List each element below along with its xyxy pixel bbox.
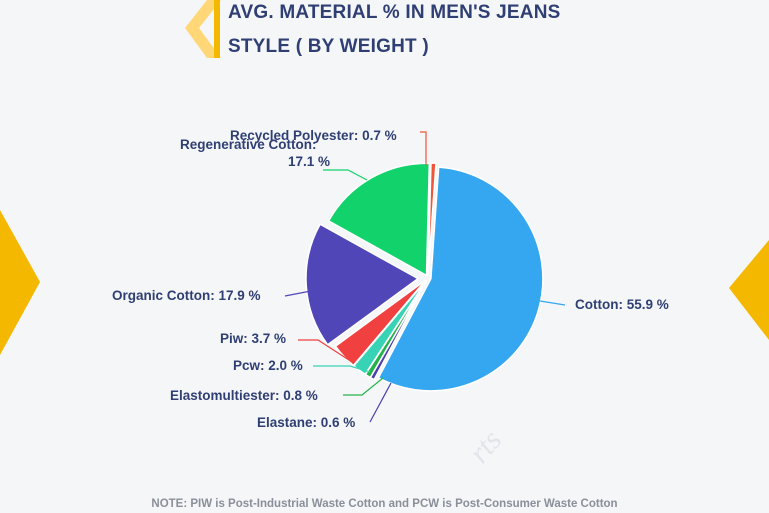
- pie-slice-regenerative-cotton: [327, 162, 431, 277]
- pie-slice-recycled-polyester: [427, 162, 437, 276]
- leader-line-elastomultiester: [343, 377, 384, 396]
- leader-line-pcw: [313, 365, 371, 373]
- leader-line-cotton: [539, 300, 566, 306]
- chart-title-line-2: STYLE ( BY WEIGHT ): [228, 36, 429, 57]
- pie-slice-organic-cotton: [305, 223, 420, 346]
- slice-label-piw: Piw: 3.7 %: [220, 331, 286, 346]
- chart-title-line-1: AVG. MATERIAL % IN MEN'S JEANS: [228, 2, 561, 23]
- slice-label-organic-cotton: Organic Cotton: 17.9 %: [112, 288, 261, 303]
- chart-title: AVG. MATERIAL % IN MEN'S JEANS STYLE ( B…: [228, 0, 648, 64]
- leader-line-regenerative-cotton: [323, 169, 368, 181]
- right-side-decoration: [729, 240, 769, 340]
- slice-label-pcw: Pcw: 2.0 %: [233, 358, 303, 373]
- left-side-decoration: [0, 210, 40, 355]
- chart-note: NOTE: PIW is Post-Industrial Waste Cotto…: [151, 498, 618, 510]
- slice-label-elastane: Elastane: 0.6 %: [257, 415, 355, 430]
- pie-slice-cotton: [377, 166, 544, 392]
- slice-label-recycled-polyester: Recycled Polyester: 0.7 %: [230, 128, 397, 143]
- slice-label-cotton: Cotton: 55.9 %: [575, 297, 669, 312]
- title-accent-icon: [185, 0, 221, 58]
- leader-line-organic-cotton: [284, 289, 317, 297]
- leader-line-elastane: [369, 382, 392, 423]
- slice-label-regenerative-cotton: Regenerative Cotton: 17.1 %: [180, 137, 330, 169]
- leader-line-recycled-polyester: [420, 131, 427, 165]
- slice-label-elastomultiester: Elastomultiester: 0.8 %: [170, 388, 318, 403]
- leader-line-piw: [298, 339, 353, 363]
